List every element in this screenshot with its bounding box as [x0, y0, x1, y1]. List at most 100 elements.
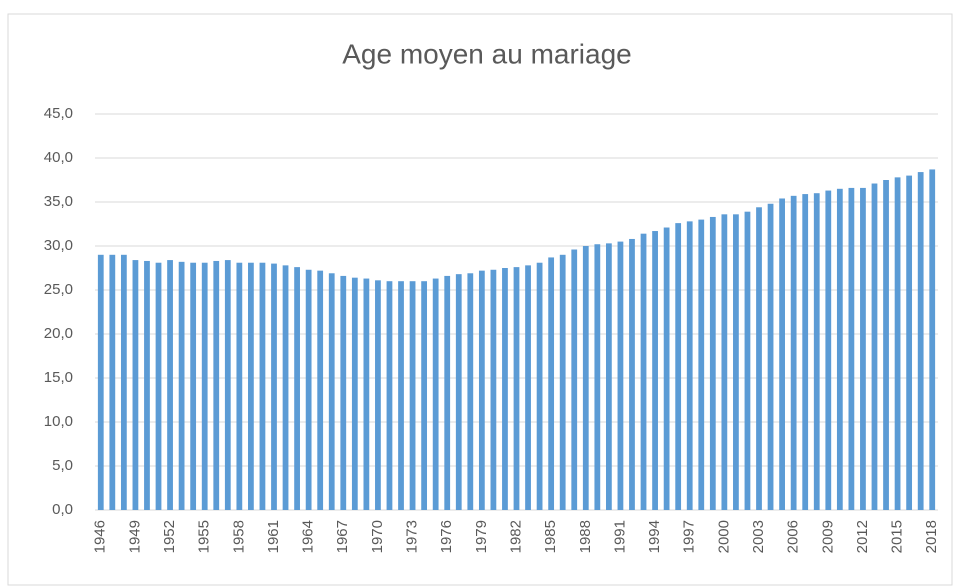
- x-tick-label: 1988: [577, 520, 594, 553]
- bar: [571, 249, 578, 510]
- x-tick-label: 1955: [196, 520, 213, 553]
- bar: [871, 183, 878, 510]
- bar: [698, 219, 705, 510]
- x-tick-label: 1991: [611, 520, 628, 553]
- bar: [178, 261, 185, 510]
- chart-title: Age moyen au mariage: [342, 38, 632, 69]
- x-tick-label: 1961: [265, 520, 282, 553]
- bar: [825, 190, 832, 510]
- x-tick-label: 1967: [334, 520, 351, 553]
- x-tick-label: 2015: [889, 520, 906, 553]
- x-tick-label: 1949: [126, 520, 143, 553]
- bar: [894, 177, 901, 511]
- bar: [617, 241, 624, 510]
- bar: [120, 254, 127, 510]
- bar: [271, 263, 277, 510]
- bar: [756, 207, 762, 510]
- bar: [386, 281, 393, 510]
- bar: [906, 175, 913, 510]
- x-tick-label: 1979: [473, 520, 490, 553]
- bar: [640, 233, 647, 510]
- bar: [848, 187, 855, 511]
- bar: [109, 254, 116, 510]
- bar: [767, 203, 774, 510]
- bar: [248, 262, 254, 510]
- bar: [836, 188, 843, 511]
- bar: [478, 270, 485, 510]
- bar: [455, 274, 462, 510]
- bar: [536, 262, 543, 510]
- bar: [860, 187, 866, 511]
- bar: [502, 268, 508, 510]
- bar: [513, 267, 520, 510]
- bar: [317, 270, 324, 510]
- bar: [351, 277, 358, 510]
- bar: [594, 244, 601, 511]
- bar: [686, 221, 693, 511]
- bar: [744, 211, 751, 510]
- bar: [190, 262, 197, 510]
- x-tick-label: 1946: [92, 520, 109, 553]
- x-tick-label: 2006: [785, 520, 802, 553]
- y-tick-label: 20,0: [44, 325, 73, 342]
- x-tick-label: 1964: [300, 520, 317, 553]
- bar: [802, 194, 809, 510]
- bar: [167, 260, 173, 510]
- bar: [213, 260, 220, 510]
- bar: [444, 275, 451, 510]
- bar: [144, 260, 150, 510]
- bar: [97, 254, 104, 510]
- bar: [813, 193, 820, 510]
- bar: [467, 273, 474, 510]
- bar: [224, 260, 231, 510]
- y-tick-label: 35,0: [44, 193, 73, 210]
- y-tick-label: 45,0: [44, 105, 73, 122]
- x-tick-label: 2018: [923, 520, 940, 553]
- x-tick-label: 1985: [542, 520, 559, 553]
- y-tick-label: 5,0: [52, 457, 73, 474]
- bar: [328, 273, 335, 510]
- x-tick-label: 1976: [438, 520, 455, 553]
- bar: [883, 180, 889, 510]
- bar: [305, 269, 312, 510]
- x-tick-label: 1952: [161, 520, 178, 553]
- bar: [282, 265, 289, 510]
- bar: [733, 214, 739, 510]
- x-tick-label: 1958: [230, 520, 247, 553]
- bar: [490, 269, 497, 510]
- bar: [548, 257, 555, 510]
- bar: [236, 262, 243, 510]
- x-tick-label: 2009: [819, 520, 836, 553]
- bar: [721, 214, 728, 510]
- bar: [340, 275, 347, 510]
- y-tick-label: 0,0: [52, 501, 73, 518]
- bar: [398, 281, 404, 510]
- bar: [421, 281, 428, 510]
- bar: [375, 280, 381, 510]
- x-tick-label: 1973: [404, 520, 421, 553]
- x-tick-label: 1982: [507, 520, 524, 553]
- bar: [363, 278, 370, 510]
- x-tick-label: 2012: [854, 520, 871, 553]
- x-tick-label: 2000: [715, 520, 732, 553]
- y-tick-label: 15,0: [44, 369, 73, 386]
- bar: [929, 169, 936, 510]
- bar: [132, 260, 139, 510]
- bar: [582, 246, 589, 510]
- y-tick-label: 30,0: [44, 237, 73, 254]
- bar: [432, 278, 439, 510]
- bar: [709, 216, 716, 510]
- x-tick-label: 1997: [681, 520, 698, 553]
- bar: [525, 265, 531, 510]
- bar: [201, 262, 208, 510]
- bar: [155, 262, 162, 510]
- y-tick-label: 25,0: [44, 281, 73, 298]
- y-tick-label: 40,0: [44, 149, 73, 166]
- y-tick-label: 10,0: [44, 413, 73, 430]
- x-tick-label: 1970: [369, 520, 386, 553]
- bar: [605, 243, 612, 511]
- bar: [790, 195, 797, 510]
- x-tick-label: 1994: [646, 520, 663, 553]
- bar: [779, 198, 785, 511]
